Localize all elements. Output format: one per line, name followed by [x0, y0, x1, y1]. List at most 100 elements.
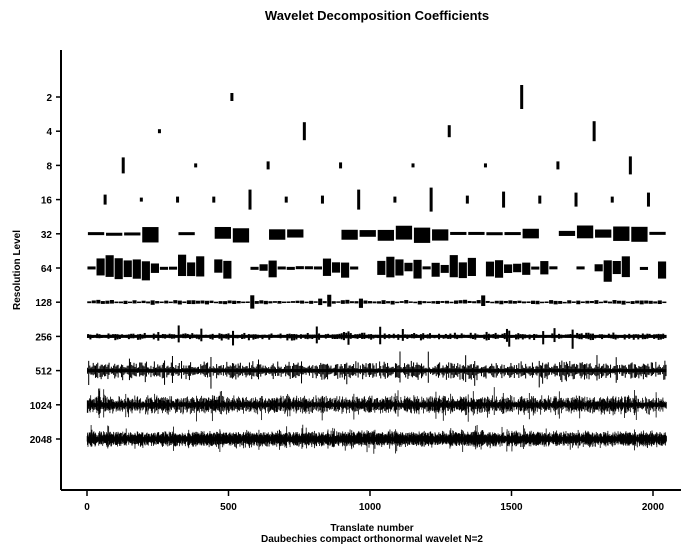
coefficient-bar: [467, 394, 469, 422]
coefficient-bar: [458, 262, 467, 279]
coefficient-bar: [426, 301, 431, 304]
coefficient-bar: [254, 301, 259, 304]
coefficient-bar: [214, 226, 231, 239]
coefficient-bar: [348, 399, 350, 414]
coefficient-bar: [468, 365, 470, 379]
coefficient-bar: [171, 396, 173, 411]
coefficient-bar: [213, 395, 215, 411]
coefficient-bar: [549, 266, 558, 270]
coefficient-bar: [106, 232, 123, 236]
coefficient-bar: [558, 230, 576, 236]
coefficient-bar: [185, 365, 187, 380]
coefficient-bar: [313, 301, 318, 303]
coefficient-bar: [263, 300, 268, 305]
coefficient-bar: [450, 231, 467, 235]
coefficient-bar: [657, 300, 662, 305]
coefficient-bar: [494, 260, 504, 278]
coefficient-bar: [304, 266, 313, 270]
coefficient-bar: [501, 400, 502, 413]
coefficient-bar: [288, 395, 290, 411]
coefficient-bar: [155, 301, 160, 304]
coefficient-bar: [159, 266, 169, 270]
coefficient-bar: [322, 258, 332, 276]
coefficient-bar: [499, 300, 504, 305]
coefficient-bar: [604, 399, 606, 415]
coefficient-bar: [518, 399, 519, 415]
coefficient-bar: [381, 300, 386, 304]
coefficient-bar: [90, 395, 92, 411]
coefficient-bar: [315, 395, 317, 410]
coefficient-bar: [472, 301, 477, 304]
coefficient-bar: [603, 260, 612, 282]
coefficient-bar: [449, 255, 458, 278]
coefficient-bar: [140, 362, 142, 376]
coefficient-bar: [178, 254, 187, 277]
coefficient-bar: [196, 395, 197, 422]
coefficient-bar: [96, 299, 101, 304]
y-tick-label: 128: [35, 298, 52, 309]
coefficient-bar: [151, 400, 153, 413]
coefficient-bar: [408, 301, 413, 303]
coefficient-bar: [404, 363, 406, 375]
coefficient-bar: [617, 300, 622, 304]
coefficient-bar: [211, 395, 213, 422]
coefficient-bar: [248, 362, 250, 376]
coefficient-bar: [510, 394, 512, 411]
coefficient-bar: [571, 301, 576, 303]
coefficient-bar: [218, 301, 223, 304]
coefficient-bar: [173, 300, 178, 304]
coefficient-bar: [136, 397, 138, 410]
level-128-coefficients: [87, 294, 667, 309]
coefficient-bar: [487, 396, 488, 418]
coefficient-bar: [286, 301, 291, 303]
coefficient-spike: [574, 192, 578, 207]
coefficient-spike: [592, 121, 596, 142]
coefficient-bar: [413, 259, 422, 279]
coefficient-bar: [289, 398, 291, 417]
coefficient-bar: [526, 301, 531, 304]
coefficient-spike: [230, 93, 234, 101]
coefficient-bar: [295, 300, 300, 304]
coefficient-bar: [118, 396, 120, 411]
coefficient-bar: [394, 393, 396, 413]
coefficient-bar: [463, 299, 468, 304]
coefficient-bar: [109, 400, 111, 414]
coefficient-bar: [520, 361, 522, 377]
coefficient-bar: [210, 356, 212, 389]
coefficient-bar: [445, 364, 447, 380]
coefficient-bar: [549, 300, 554, 304]
coefficient-bar: [492, 395, 493, 411]
coefficient-bar: [372, 301, 377, 304]
coefficient-bar: [431, 301, 436, 304]
coefficient-bar: [363, 300, 368, 304]
coefficient-bar: [87, 266, 96, 270]
coefficient-spike: [411, 163, 415, 168]
level-256-coefficients: [87, 325, 667, 349]
coefficient-bar: [87, 232, 105, 236]
coefficient-bar: [254, 397, 256, 409]
coefficient-spike: [538, 195, 542, 204]
coefficient-bar: [164, 300, 169, 304]
coefficient-bar: [600, 366, 603, 378]
coefficient-bar: [569, 361, 571, 377]
coefficient-bar: [540, 261, 549, 275]
coefficient-bar: [189, 399, 191, 415]
coefficient-bar: [458, 300, 463, 304]
coefficient-bar: [105, 300, 110, 304]
coefficient-bar: [547, 362, 549, 376]
coefficient-bar: [180, 400, 182, 414]
coefficient-bar: [421, 396, 423, 410]
level-16-coefficients: [103, 187, 650, 212]
coefficient-bar: [223, 260, 232, 279]
x-axis-sublabel: Daubechies compact orthonormal wavelet N…: [261, 534, 483, 545]
coefficient-spike: [556, 161, 560, 170]
coefficient-bar: [281, 301, 287, 304]
coefficient-bar: [96, 258, 105, 276]
coefficient-bar: [141, 300, 146, 304]
coefficient-bar: [261, 396, 263, 410]
coefficient-spike: [520, 85, 524, 109]
coefficient-bar: [502, 399, 504, 415]
x-axis-label: Translate number: [330, 523, 413, 534]
coefficient-bar: [114, 301, 119, 304]
coefficient-bar: [522, 262, 531, 275]
